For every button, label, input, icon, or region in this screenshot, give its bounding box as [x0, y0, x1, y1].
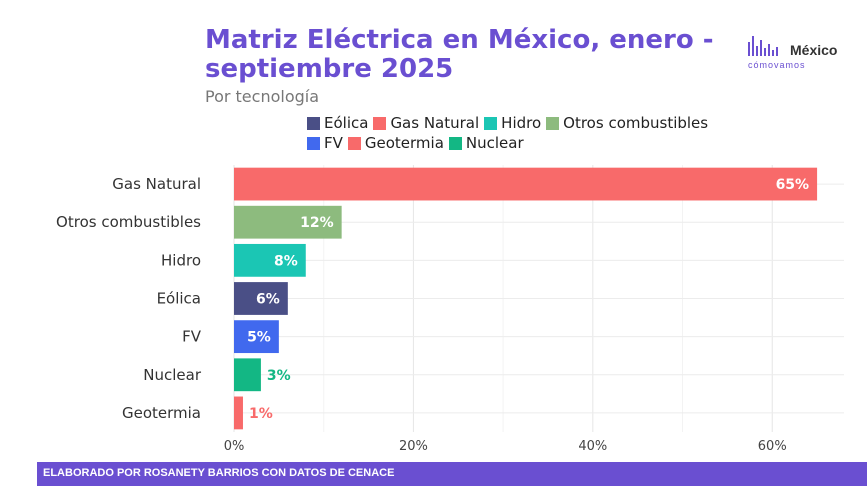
legend-swatch: [347, 136, 361, 150]
legend-row: Eólica Gas Natural Hidro Otros combustibles: [307, 113, 777, 133]
legend-swatch: [307, 136, 320, 150]
category-label: FV: [182, 328, 202, 346]
category-label: Otros combustibles: [56, 213, 201, 231]
bar: [234, 282, 288, 315]
value-label: 8%: [274, 253, 298, 269]
legend-item: FV: [307, 134, 343, 152]
bar: [234, 320, 279, 354]
bar: [234, 205, 342, 239]
category-label: Gas Natural: [112, 175, 201, 193]
value-label: 65%: [776, 177, 810, 193]
legend-item: Gas Natural: [373, 114, 479, 132]
category-label: Geotermia: [122, 404, 201, 422]
chart-legend: Eólica Gas Natural Hidro Otros combustibles…: [307, 113, 777, 153]
bar: [234, 396, 243, 430]
x-tick-label: 20%: [399, 439, 428, 454]
bar: [234, 243, 306, 277]
legend-swatch: [373, 116, 387, 130]
legend-label: FV: [324, 134, 343, 152]
mexico-como-vamos-logo: México cómovamos: [748, 34, 848, 74]
legend-item: Otros combustibles: [546, 114, 708, 132]
x-tick-label: 40%: [578, 439, 607, 454]
category-label: Eólica: [157, 290, 201, 308]
value-label: 3%: [267, 368, 291, 384]
bar-chart: 0% 20% 40% 60% Gas Natural 65% Otros combustib…: [56, 165, 844, 454]
chart-subtitle: Por tecnología: [205, 87, 320, 106]
category-label: Hidro: [161, 251, 201, 269]
legend-label: Eólica: [324, 114, 369, 132]
legend-item: Geotermia: [347, 134, 444, 152]
bar: [234, 167, 818, 201]
value-label: 12%: [300, 215, 334, 231]
category-label: Nuclear: [143, 366, 202, 384]
bar: [234, 358, 261, 392]
legend-swatch: [448, 136, 462, 150]
legend-label: Hidro: [501, 114, 542, 132]
legend-item: Eólica: [307, 114, 368, 132]
legend-swatch: [546, 116, 560, 130]
legend-swatch: [307, 116, 320, 130]
legend-label: Nuclear: [465, 134, 524, 152]
legend-item: Hidro: [484, 114, 541, 132]
legend-label: Otros combustibles: [563, 114, 709, 132]
x-tick-label: 60%: [758, 439, 787, 454]
logo-name: México: [790, 42, 838, 58]
legend-label: Gas Natural: [390, 114, 480, 132]
value-label: 5%: [247, 330, 271, 346]
legend-item: Nuclear: [448, 134, 524, 152]
x-tick-label: 0%: [224, 439, 245, 454]
value-label: 1%: [249, 406, 273, 422]
value-label: 6%: [256, 292, 280, 308]
footer-credit: ELABORADO POR ROSANETY BARRIOS CON DATOS…: [37, 462, 867, 486]
legend-label: Geotermia: [364, 134, 444, 152]
logo-bars-icon: [748, 34, 778, 56]
legend-row: FV Geotermia Nuclear: [307, 133, 777, 153]
legend-swatch: [484, 116, 498, 130]
logo-tagline: cómovamos: [748, 60, 806, 70]
chart-title: Matriz Eléctrica en México, enero - sept…: [205, 25, 714, 84]
